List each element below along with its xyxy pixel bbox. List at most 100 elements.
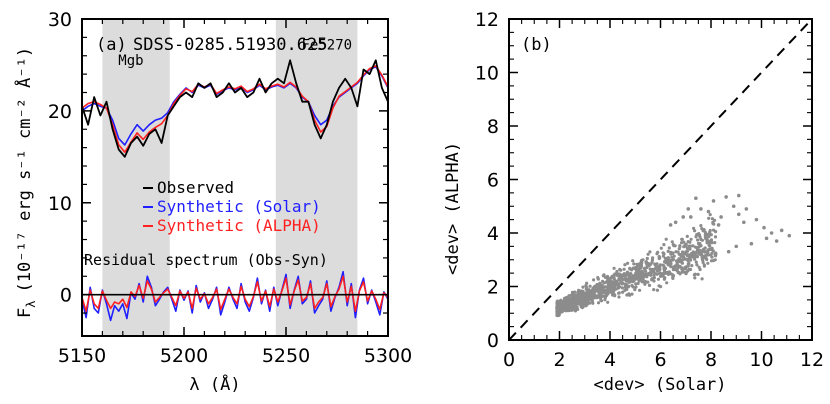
scatter-point [693,229,697,233]
scatter-point [610,274,614,278]
scatter-point [703,233,707,237]
scatter-point [710,255,714,259]
x-tick-label: 2 [553,349,565,371]
y-tick-label: 12 [475,9,499,31]
scatter-point [706,261,710,265]
y-tick-label: 0 [60,285,72,307]
scatter-point [710,217,715,221]
scatter-point [574,306,578,310]
scatter-point [688,240,692,244]
scatter-point [581,299,585,303]
scatter-point [576,290,580,294]
scatter-point [742,220,746,225]
scatter-point [634,272,638,276]
scatter-point [695,254,699,258]
scatter-point [599,299,604,303]
scatter-point [687,267,691,272]
scatter-point [603,295,608,300]
scatter-point [684,272,688,276]
scatter-point [731,204,736,209]
scatter-point [646,252,650,256]
scatter-point [565,297,570,301]
x-tick-label: 5250 [262,345,310,367]
scatter-point [662,252,666,256]
scatter-point [657,256,661,261]
scatter-point [711,199,716,203]
scatter-point [724,195,728,199]
scatter-point [607,280,611,284]
scatter-point [701,258,705,262]
scatter-point [602,290,606,294]
scatter-y-axis-label: <dev> (ALPHA) [443,142,463,275]
panel-a-label: (a) [96,35,127,55]
scatter-point [632,274,636,279]
scatter-point [698,235,702,239]
scatter-point [661,263,665,267]
scatter-point [588,291,592,295]
scatter-point [693,272,697,276]
scatter-point [592,286,596,290]
scatter-point [590,299,594,303]
scatter-point [569,306,573,310]
scatter-point [705,237,709,242]
scatter-point [639,277,643,281]
scatter-point [706,209,711,214]
scatter-point [580,305,584,309]
panel-b-label: (b) [521,35,552,55]
scatter-point [699,224,703,228]
scatter-points [555,193,792,318]
scatter-point [769,231,774,235]
scatter-point [695,263,699,267]
scatter-point [617,291,621,295]
scatter-point [700,277,704,281]
scatter-point [625,270,630,274]
scatter-point [647,264,651,268]
scatter-point [659,246,663,250]
x-tick-label: 5150 [58,345,106,367]
scatter-point [762,225,766,230]
scatter-point [573,290,577,294]
scatter-point [591,301,595,305]
scatter-point [685,246,690,251]
scatter-point [686,207,691,211]
scatter-point [615,279,619,283]
scatter-point [555,310,559,314]
scatter-point [596,276,600,280]
scatter-point [702,247,706,251]
scatter-point [694,260,698,264]
fe5270-band-label: Fe5270 [302,37,353,53]
scatter-point [680,266,684,270]
scatter-point [719,215,723,219]
y-tick-label: 20 [48,101,72,123]
mgb-band-label: Mgb [118,53,143,69]
scatter-point [643,266,647,270]
scatter-point [699,253,703,257]
scatter-point [623,263,627,267]
scatter-point [674,250,678,254]
scatter-point [736,193,741,198]
scatter-point [685,249,690,253]
spectrum-series [81,59,389,322]
scatter-point [671,251,675,255]
scatter-point [585,281,589,285]
scatter-point [566,308,570,312]
scatter-point [629,272,633,276]
scatter-point [611,280,616,284]
scatter-point [563,298,567,302]
x-tick-label: 12 [800,349,824,371]
scatter-point [628,280,633,284]
one-to-one-dashed-line [508,18,813,341]
residual-spectrum-label: Residual spectrum (Obs-Syn) [84,251,328,269]
scatter-x-axis-label: <dev> (Solar) [593,375,726,395]
scatter-point [620,286,625,290]
scatter-point [698,243,703,247]
series-observed [81,59,389,158]
scatter-point [664,237,668,241]
scatter-point [696,272,700,276]
scatter-point [651,256,655,260]
scatter-point [652,288,656,292]
scatter-point [588,295,592,299]
scatter-point [779,228,784,233]
scatter-point [625,287,629,291]
y-axis-label: Fλ (10⁻¹⁷ erg s⁻¹ cm⁻² Å⁻¹) [13,47,38,318]
